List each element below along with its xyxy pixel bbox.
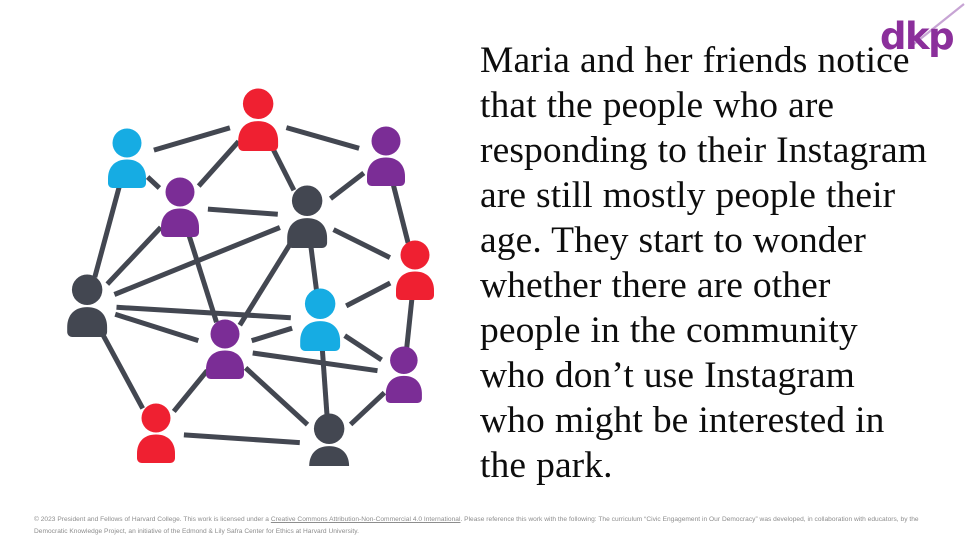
person-head-icon xyxy=(304,288,336,319)
network-edge xyxy=(243,366,310,427)
footer-text-after-link: . Please reference this work with the fo… xyxy=(34,516,919,536)
network-edge xyxy=(343,333,383,362)
network-edge xyxy=(145,175,162,190)
dkp-logo: dkp xyxy=(874,2,970,70)
person-body-icon xyxy=(206,350,244,379)
person-body-icon xyxy=(67,307,108,337)
network-edge xyxy=(250,325,293,344)
person-head-icon xyxy=(71,274,103,305)
person-head-icon xyxy=(291,185,323,216)
network-svg xyxy=(67,88,434,466)
person-body-icon xyxy=(385,375,422,403)
network-edge xyxy=(92,184,123,278)
person-body-icon xyxy=(309,446,350,466)
footer-text-before-link: © 2023 President and Fellows of Harvard … xyxy=(34,516,271,523)
network-node-person-purple-center[interactable] xyxy=(206,319,244,380)
network-edge xyxy=(113,225,281,297)
network-edge xyxy=(252,350,378,374)
person-head-icon xyxy=(371,126,401,156)
person-body-icon xyxy=(108,159,146,188)
person-body-icon xyxy=(161,208,199,237)
network-edge xyxy=(237,240,294,327)
person-head-icon xyxy=(313,413,345,444)
network-edge xyxy=(114,311,200,343)
network-edge xyxy=(269,144,297,192)
network-diagram xyxy=(28,46,458,466)
network-node-person-purple-upper-mid[interactable] xyxy=(161,177,199,238)
network-edge xyxy=(345,280,392,309)
network-edge xyxy=(116,304,291,321)
person-head-icon xyxy=(242,88,274,119)
network-edge xyxy=(153,125,231,153)
person-body-icon xyxy=(367,157,405,186)
network-node-person-red-right[interactable] xyxy=(396,240,434,301)
person-body-icon xyxy=(287,218,328,248)
network-edge xyxy=(390,182,411,244)
person-body-icon xyxy=(137,434,175,463)
footer-copyright: © 2023 President and Fellows of Harvard … xyxy=(34,514,934,539)
network-node-person-gray-left[interactable] xyxy=(67,274,108,337)
network-edge xyxy=(285,125,360,151)
person-body-icon xyxy=(396,271,434,300)
network-edge xyxy=(328,171,366,201)
person-body-icon xyxy=(300,321,341,351)
network-node-person-red-top[interactable] xyxy=(238,88,279,151)
network-edge xyxy=(196,139,241,188)
network-edge xyxy=(332,227,392,260)
network-node-person-gray-center-top[interactable] xyxy=(287,185,328,248)
person-head-icon xyxy=(165,177,195,207)
network-edge xyxy=(308,245,319,291)
network-node-person-purple-lower-rt[interactable] xyxy=(385,346,422,403)
person-head-icon xyxy=(141,403,171,433)
person-head-icon xyxy=(400,240,430,270)
network-edge xyxy=(98,330,145,410)
network-node-person-purple-top-right[interactable] xyxy=(367,126,405,187)
network-edge xyxy=(207,206,278,217)
person-body-icon xyxy=(238,121,279,151)
network-edge-layer xyxy=(92,125,415,446)
person-head-icon xyxy=(112,128,142,158)
logo-wordmark-text: dkp xyxy=(880,15,955,58)
person-head-icon xyxy=(210,319,240,349)
creative-commons-license-link[interactable]: Creative Commons Attribution-Non-Commerc… xyxy=(270,516,461,523)
network-edge xyxy=(186,232,219,324)
network-node-person-cyan-center[interactable] xyxy=(300,288,341,351)
network-node-person-gray-bottom[interactable] xyxy=(309,413,350,466)
network-node-person-cyan-top-left[interactable] xyxy=(108,128,146,189)
network-edge xyxy=(404,297,415,349)
network-edge xyxy=(319,348,330,416)
person-head-icon xyxy=(390,346,418,375)
network-edge xyxy=(348,390,387,427)
network-node-person-red-bottom-left[interactable] xyxy=(137,403,175,464)
slide-body-paragraph: Maria and her friends notice that the pe… xyxy=(480,40,928,486)
network-edge xyxy=(171,369,210,413)
network-node-layer xyxy=(67,88,434,466)
network-edge xyxy=(183,432,300,446)
network-edge xyxy=(105,225,163,286)
